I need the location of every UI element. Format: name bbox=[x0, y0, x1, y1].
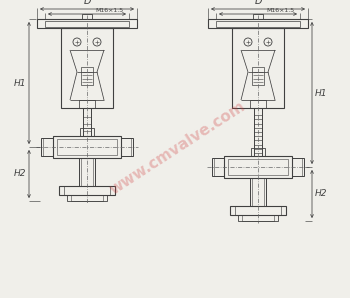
Bar bbox=[232, 28, 284, 108]
Bar bbox=[67, 195, 107, 201]
Text: M16×1.5: M16×1.5 bbox=[95, 8, 123, 13]
Text: H2: H2 bbox=[14, 170, 26, 179]
Bar bbox=[61, 28, 113, 108]
Text: D: D bbox=[83, 0, 91, 6]
Bar bbox=[53, 136, 121, 158]
Bar bbox=[64, 186, 110, 195]
Bar bbox=[224, 156, 292, 178]
Bar bbox=[250, 100, 266, 108]
Text: D: D bbox=[254, 0, 262, 6]
Bar bbox=[235, 206, 281, 215]
Bar bbox=[79, 158, 95, 186]
Text: H1: H1 bbox=[14, 78, 26, 88]
Bar bbox=[57, 139, 117, 155]
Bar bbox=[292, 158, 304, 176]
Text: www.cmvalve.com: www.cmvalve.com bbox=[107, 99, 248, 198]
Bar bbox=[253, 14, 263, 19]
Bar bbox=[212, 158, 224, 176]
Bar bbox=[228, 159, 288, 175]
Bar bbox=[254, 108, 262, 156]
Bar bbox=[251, 148, 265, 156]
Bar bbox=[79, 100, 95, 108]
Text: M16×1.5: M16×1.5 bbox=[266, 8, 294, 13]
Bar bbox=[230, 206, 286, 215]
Bar bbox=[59, 186, 115, 195]
Bar bbox=[250, 178, 266, 206]
Bar bbox=[242, 215, 274, 221]
Bar bbox=[71, 195, 103, 201]
Bar bbox=[216, 21, 300, 27]
Bar bbox=[252, 67, 264, 85]
Bar bbox=[80, 128, 94, 136]
Bar bbox=[208, 19, 308, 28]
Text: H2: H2 bbox=[315, 190, 328, 198]
Bar bbox=[82, 14, 92, 19]
Bar bbox=[41, 138, 53, 156]
Text: H1: H1 bbox=[315, 89, 328, 97]
Bar bbox=[37, 19, 137, 28]
Bar bbox=[81, 67, 93, 85]
Bar bbox=[238, 215, 278, 221]
Bar bbox=[83, 108, 91, 136]
Bar bbox=[121, 138, 133, 156]
Bar bbox=[45, 21, 129, 27]
